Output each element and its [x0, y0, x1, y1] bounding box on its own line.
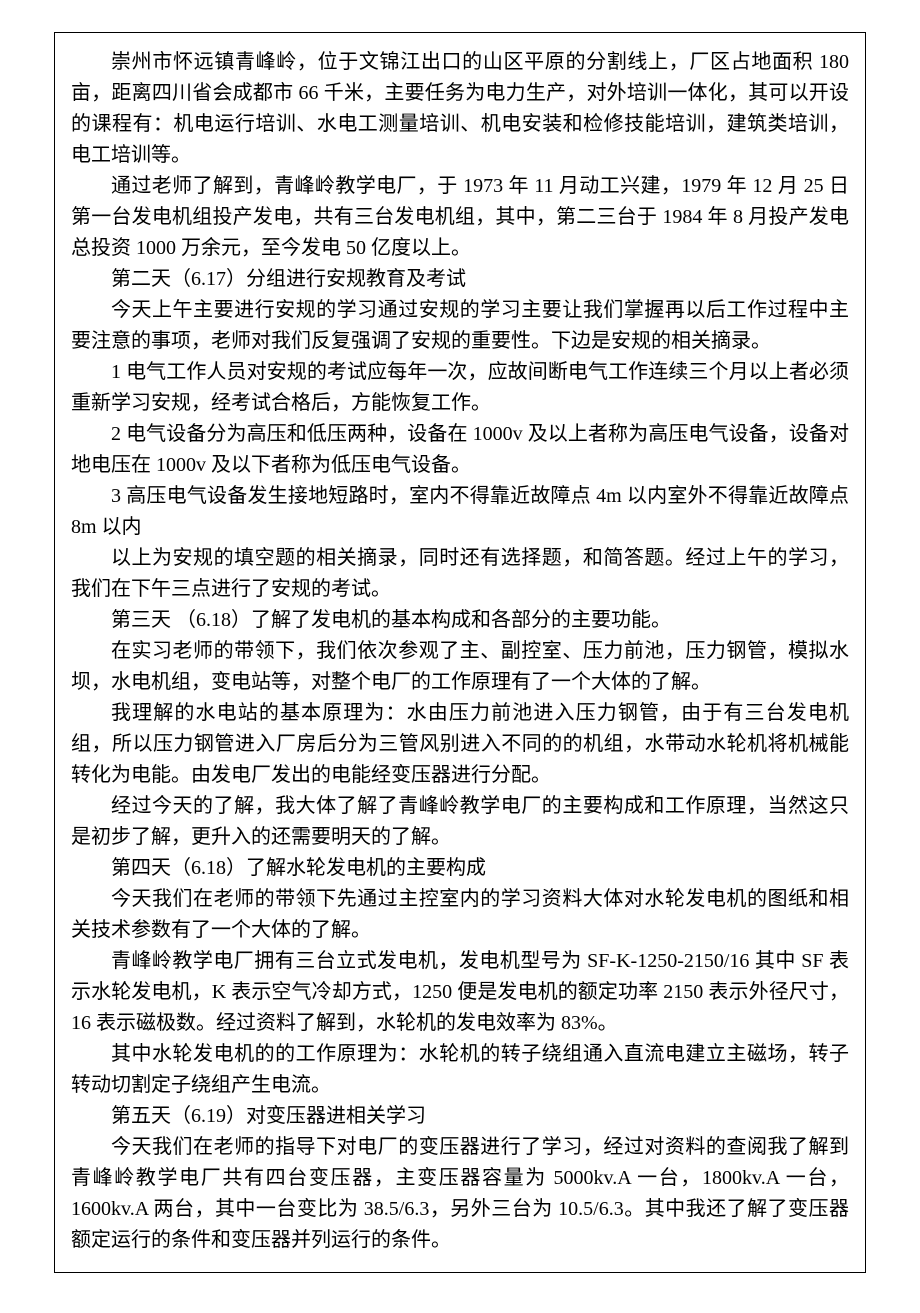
paragraph-heading-day2: 第二天（6.17）分组进行安规教育及考试 [71, 264, 849, 295]
paragraph: 经过今天的了解，我大体了解了青峰岭教学电厂的主要构成和工作原理，当然这只是初步了… [71, 791, 849, 853]
paragraph: 3 高压电气设备发生接地短路时，室内不得靠近故障点 4m 以内室外不得靠近故障点… [71, 481, 849, 543]
paragraph: 青峰岭教学电厂拥有三台立式发电机，发电机型号为 SF-K-1250-2150/1… [71, 946, 849, 1039]
paragraph-heading-day3: 第三天 （6.18）了解了发电机的基本构成和各部分的主要功能。 [71, 605, 849, 636]
text-frame: 崇州市怀远镇青峰岭，位于文锦江出口的山区平原的分割线上，厂区占地面积 180 亩… [54, 32, 866, 1273]
paragraph: 今天我们在老师的指导下对电厂的变压器进行了学习，经过对资料的查阅我了解到 青峰岭… [71, 1132, 849, 1256]
paragraph: 今天上午主要进行安规的学习通过安规的学习主要让我们掌握再以后工作过程中主要注意的… [71, 295, 849, 357]
paragraph: 1 电气工作人员对安规的考试应每年一次，应故间断电气工作连续三个月以上者必须重新… [71, 357, 849, 419]
document-page: 崇州市怀远镇青峰岭，位于文锦江出口的山区平原的分割线上，厂区占地面积 180 亩… [0, 0, 920, 1313]
paragraph-heading-day4: 第四天（6.18）了解水轮发电机的主要构成 [71, 853, 849, 884]
paragraph-heading-day5: 第五天（6.19）对变压器进相关学习 [71, 1101, 849, 1132]
paragraph: 以上为安规的填空题的相关摘录，同时还有选择题，和简答题。经过上午的学习，我们在下… [71, 543, 849, 605]
paragraph: 通过老师了解到，青峰岭教学电厂，于 1973 年 11 月动工兴建，1979 年… [71, 171, 849, 264]
paragraph: 今天我们在老师的带领下先通过主控室内的学习资料大体对水轮发电机的图纸和相关技术参… [71, 884, 849, 946]
paragraph: 崇州市怀远镇青峰岭，位于文锦江出口的山区平原的分割线上，厂区占地面积 180 亩… [71, 47, 849, 171]
paragraph: 我理解的水电站的基本原理为：水由压力前池进入压力钢管，由于有三台发电机组，所以压… [71, 698, 849, 791]
paragraph: 其中水轮发电机的的工作原理为：水轮机的转子绕组通入直流电建立主磁场，转子转动切割… [71, 1039, 849, 1101]
paragraph: 在实习老师的带领下，我们依次参观了主、副控室、压力前池，压力钢管，模拟水坝，水电… [71, 636, 849, 698]
paragraph: 2 电气设备分为高压和低压两种，设备在 1000v 及以上者称为高压电气设备，设… [71, 419, 849, 481]
